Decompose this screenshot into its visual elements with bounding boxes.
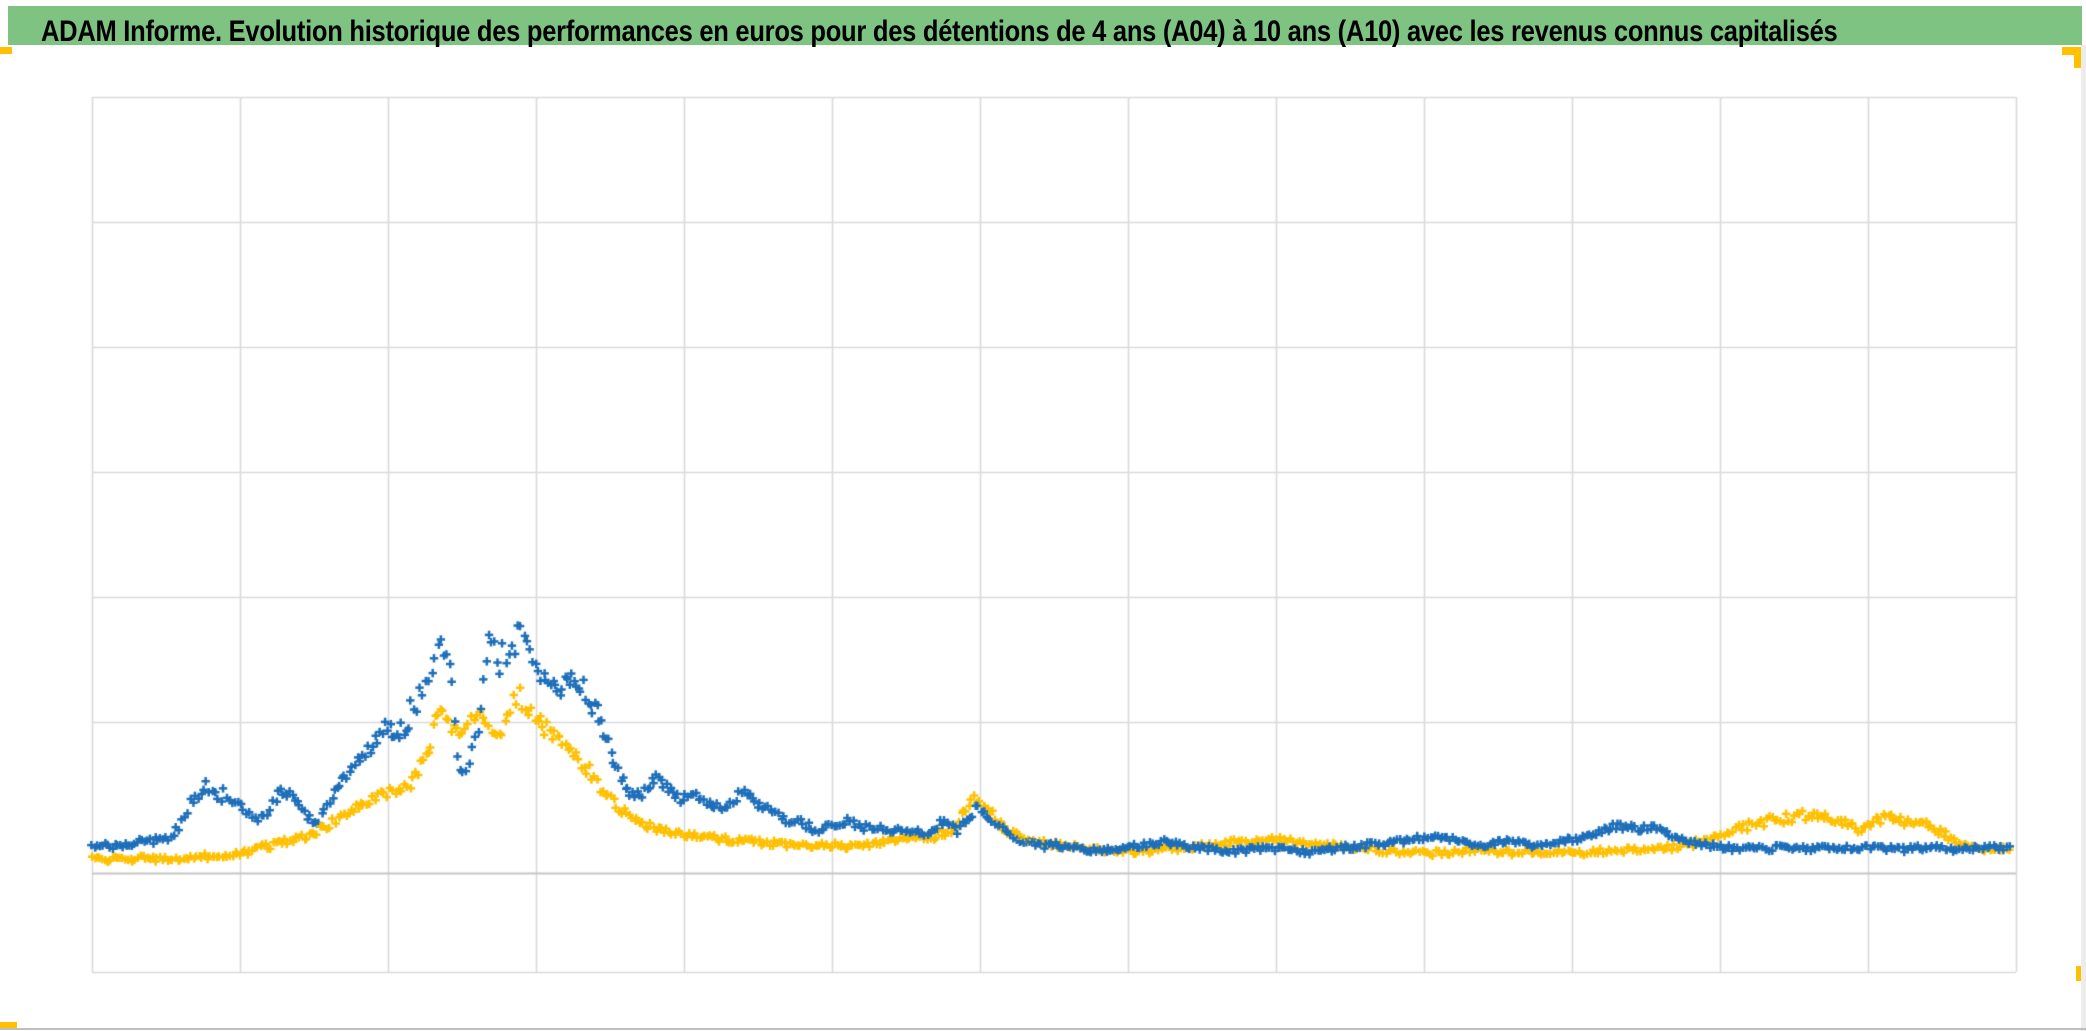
right-edge-strip [2081,45,2086,1031]
accent-top-right-horizontal [2062,47,2082,55]
accent-top-right-vertical [2074,47,2082,68]
accent-top-left [0,47,12,54]
accent-bottom-left [0,1022,17,1030]
title-bar: ADAM Informe. Evolution historique des p… [8,6,2082,48]
accent-bottom-right [2076,966,2084,981]
page-title: ADAM Informe. Evolution historique des p… [41,15,1838,48]
bottom-rule [0,1028,2086,1030]
